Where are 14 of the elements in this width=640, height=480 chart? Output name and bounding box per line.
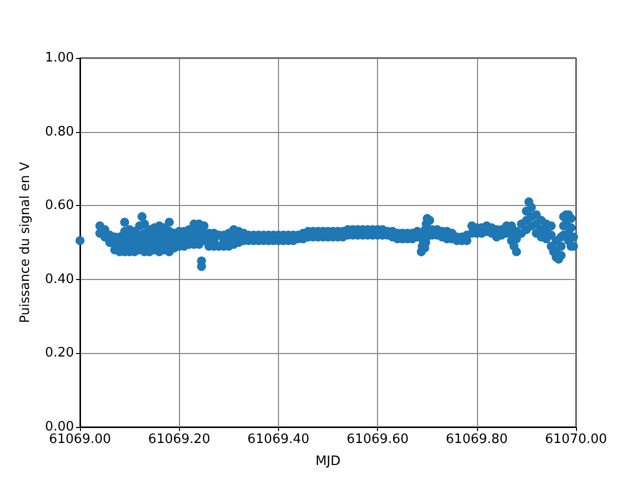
y-tick-label: 0.60 [45, 198, 74, 214]
y-tick-label: 0.80 [45, 124, 74, 140]
x-tick-label: 61069.60 [346, 432, 409, 447]
x-tick-label: 61070.00 [544, 432, 608, 447]
x-tick-label: 61069.80 [446, 432, 508, 447]
y-tick-label: 0.20 [45, 346, 74, 361]
x-tick-label: 61069.20 [148, 432, 210, 447]
y-tick-label: 0.40 [45, 272, 74, 287]
y-tick-label: 0.00 [45, 420, 74, 434]
x-tick-label: 61069.00 [48, 432, 112, 447]
y-tick-label: 1.00 [45, 50, 74, 66]
y-axis-title: Puissance du signal en V [18, 162, 33, 323]
x-axis-title: MJD [315, 454, 341, 469]
x-tick-label: 61069.40 [247, 432, 310, 447]
